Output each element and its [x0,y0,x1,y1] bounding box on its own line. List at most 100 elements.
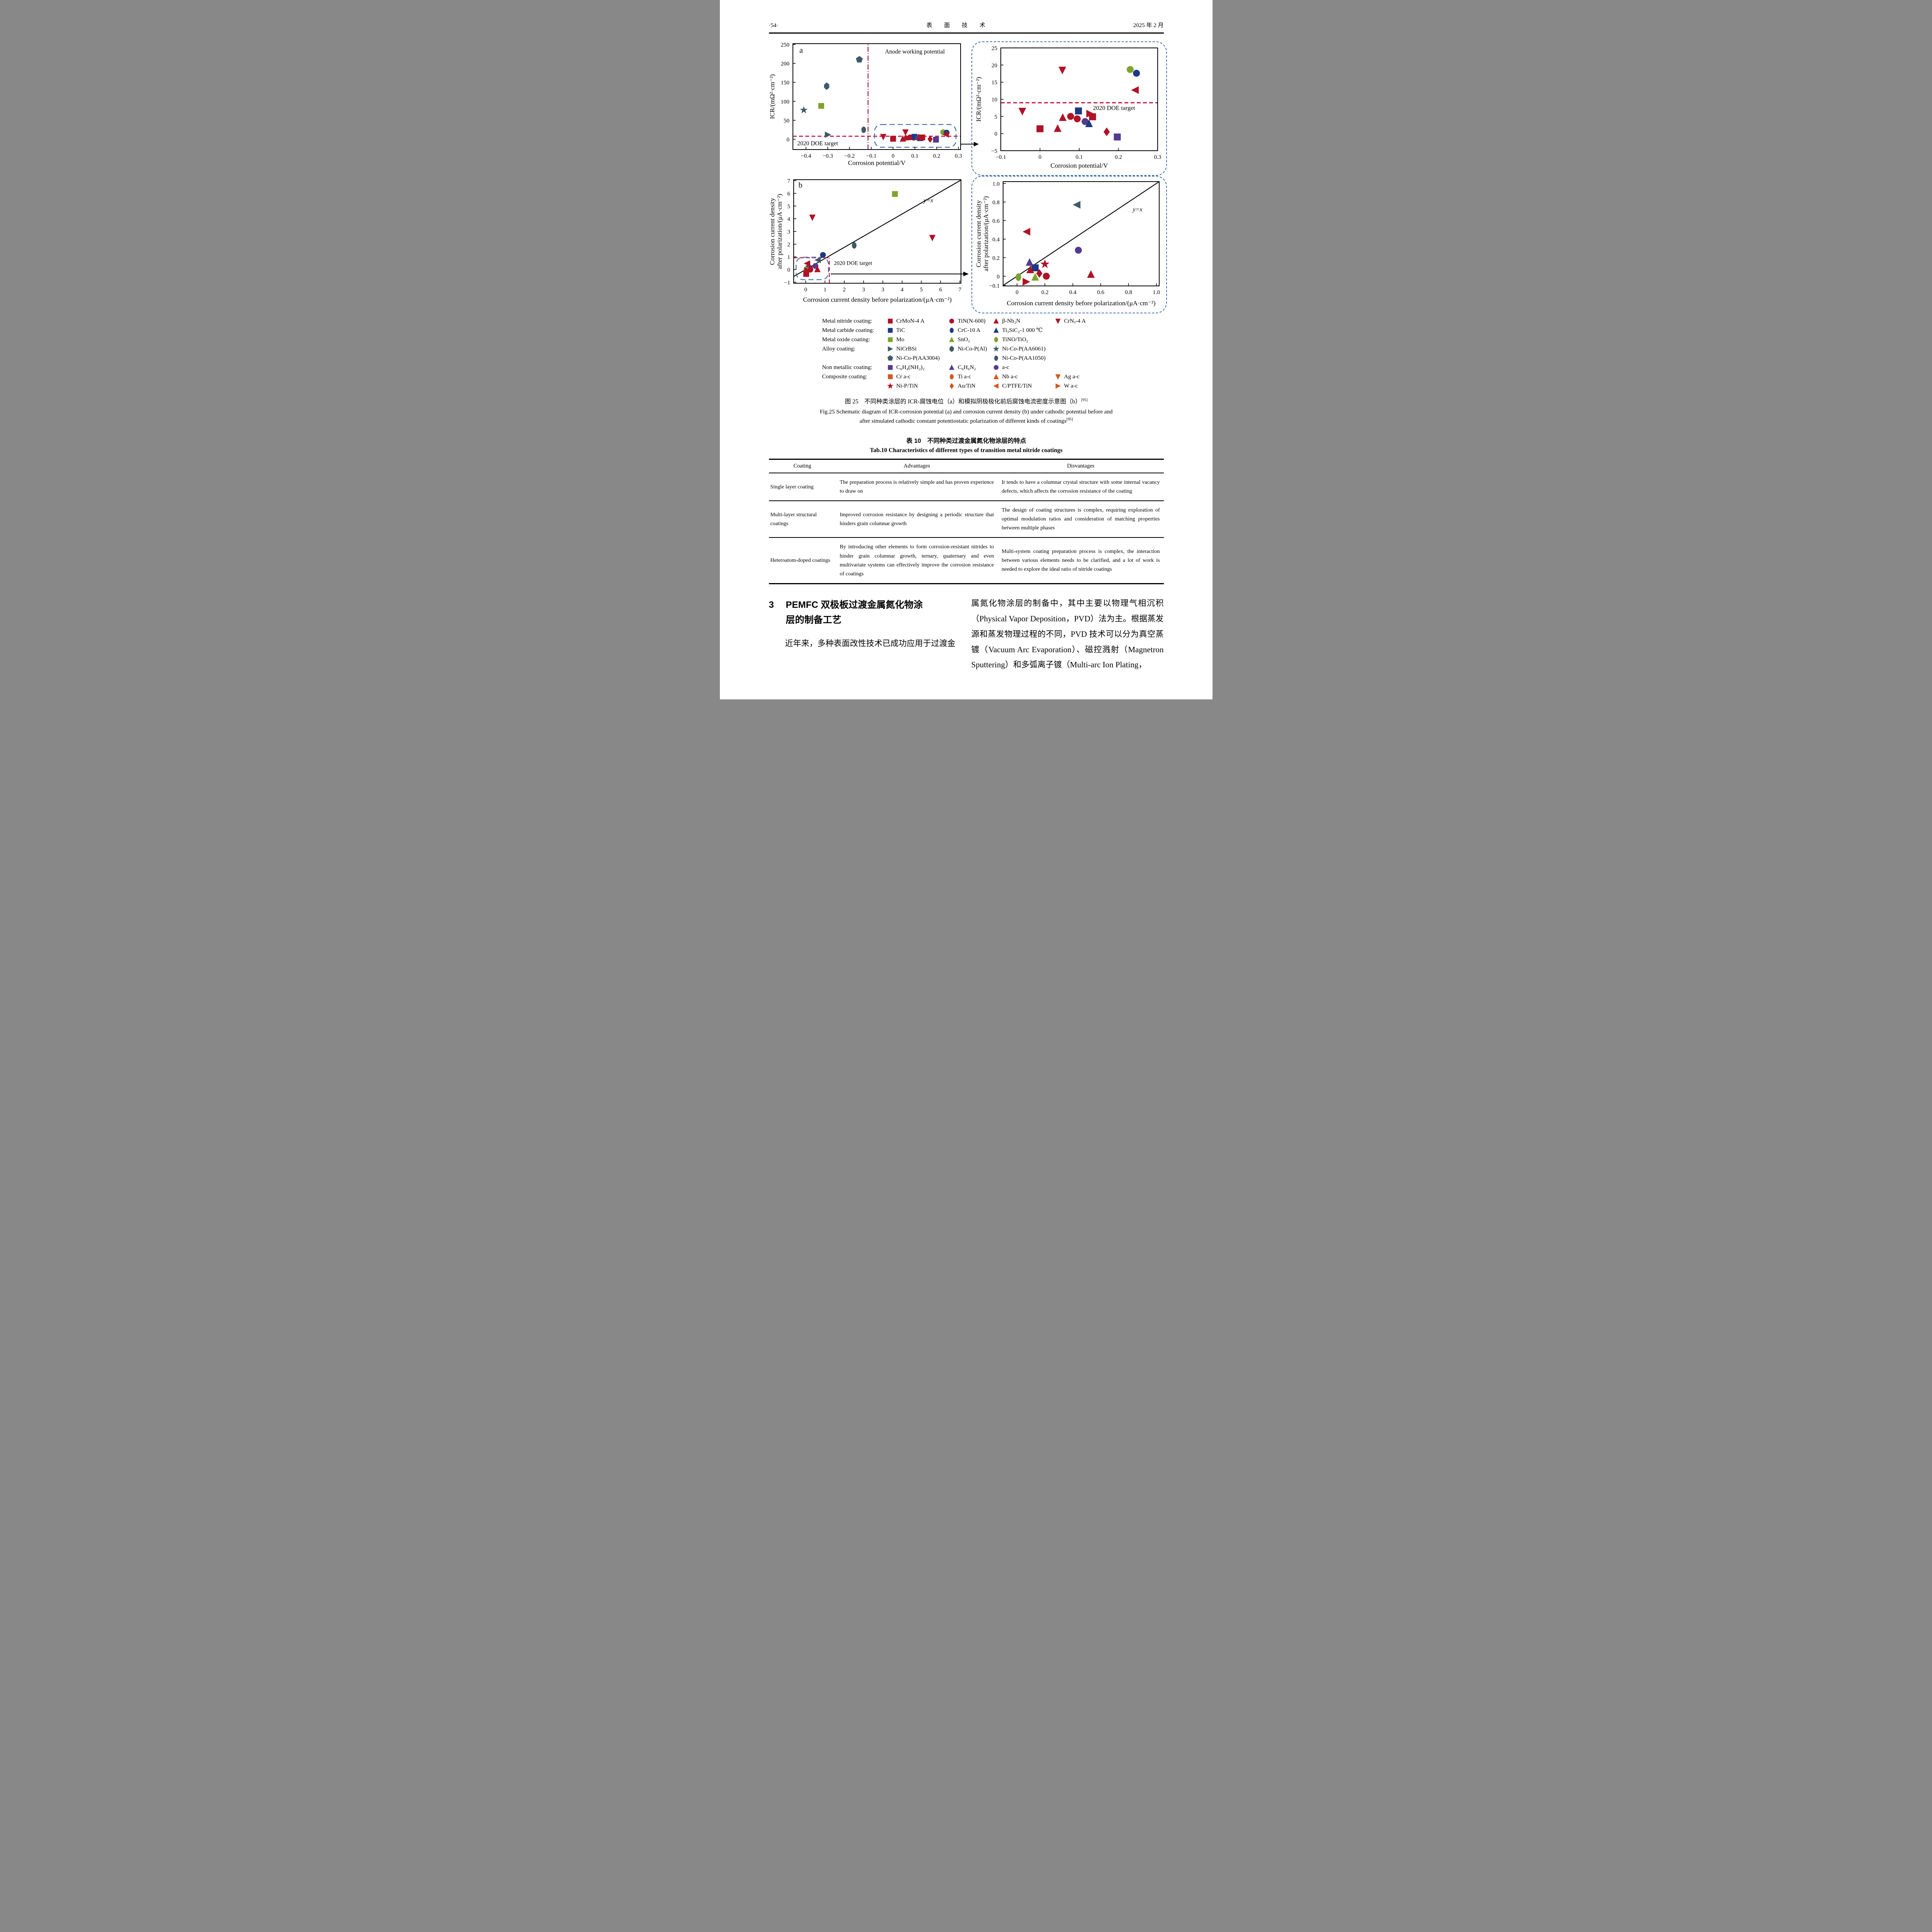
legend-item-label: CrC-10 A [957,327,981,333]
legend-item-label: a-c [1002,364,1009,371]
svg-text:0.8: 0.8 [1125,289,1132,296]
legend-marker-icon [993,327,999,333]
svg-text:3: 3 [862,287,865,293]
chart-b-zoom-panel: 0 0.2 0.4 0.6 0.8 1.0 −0.1 0 0.2 0.4 0.6 0.8 1.0 Corr… [971,176,1167,313]
table-column-header: Coating [769,459,836,473]
body-text-columns: 3 PEMFC 双极板过渡金属氮化物涂 层的制备工艺 近年来，多种表面改性技术已… [769,596,1164,681]
legend-marker-icon [993,365,998,370]
legend-item: C₆H₄(NH₂)₂ [886,363,948,372]
legend-item: Ti₃SiC₂-1 000 ℃ [992,326,1054,335]
table-cell-disadvantages: Multi-system coating preparation process… [998,537,1164,584]
legend-marker-icon [994,337,998,342]
svg-text:0.2: 0.2 [992,255,1000,261]
svg-text:0.3: 0.3 [955,153,962,159]
legend-item: Ag a-c [1054,372,1164,381]
svg-text:0.1: 0.1 [1075,154,1083,160]
legend-marker-icon [949,337,954,342]
svg-text:10: 10 [992,97,997,103]
svg-text:5: 5 [787,204,790,210]
characteristics-table: Coating Advantages Disvantages Single laye… [769,459,1164,584]
svg-text:Corrosion current density befo: Corrosion current density before polariz… [1007,299,1155,307]
svg-text:−5: −5 [991,148,997,155]
svg-text:0: 0 [787,267,790,273]
legend-item-label: CrNₓ-4 A [1064,318,1086,324]
svg-text:−1: −1 [784,280,790,286]
svg-text:after polarization/(μA·cm⁻²): after polarization/(μA·cm⁻²) [982,196,990,272]
legend-item: a-c [992,363,1054,372]
journal-page: ·54· 表 面 技 术 2025 年 2 月 −0.4 −0.3 −0.2 −0.1… [719,0,1213,700]
legend-item-label: Cr a-c [896,374,911,380]
legend-item-label: Ni-Co-P(AA1050) [1002,355,1046,361]
svg-text:−0.1: −0.1 [995,154,1006,160]
legend-item-label: C/PTFE/TiN [1002,383,1032,389]
table-row: Multi-layer structural coatings Improved … [769,500,1164,538]
svg-text:3: 3 [787,229,790,235]
legend-item-label: CrMoN-4 A [896,318,925,324]
legend-marker-icon [993,345,999,352]
svg-text:15: 15 [992,80,997,86]
legend-item: Ni-Co-P(AA3004) [886,354,948,363]
table-row: Heteroatom-doped coatings By introducing … [769,537,1164,584]
svg-text:50: 50 [784,118,789,124]
legend-marker-icon [888,318,893,324]
legend-item: β-Nb₂N [992,316,1054,326]
legend-item-label: Ti a-c [957,374,971,380]
legend-marker-icon [888,328,893,333]
legend-item-label: Mo [896,337,905,343]
legend-item-label: Ni-Co-P(AA6061) [1002,346,1046,352]
legend-item-label: Ni-Co-P(AA3004) [896,355,940,361]
legend-category-label: Non metallic coating: [822,364,872,371]
legend-category-label: Composite coating: [822,374,867,380]
legend-marker-icon [949,345,954,352]
legend-item-label: SnO₂ [957,337,970,343]
figure-25: −0.4 −0.3 −0.2 −0.1 0 0.1 0.2 0.3 0 50 100 150 200 25… [769,41,1167,314]
svg-text:0: 0 [891,153,895,159]
paragraph-right: 属氮化物涂层的制备中，其中主要以物理气相沉积（Physical Vapor De… [971,598,1164,670]
svg-text:6: 6 [787,191,790,197]
svg-text:0.4: 0.4 [992,236,1000,243]
table-cell-coating: Heteroatom-doped coatings [769,537,836,584]
legend-marker-icon [1055,383,1061,389]
legend-item-label: Ni-Co-P(Al) [957,346,987,352]
legend-category-label [822,381,886,391]
svg-text:1: 1 [823,287,827,293]
chart-a-zoom-panel: −0.1 0 0.1 0.2 0.3 −5 0 5 10 15 20 25 Corrosion pote… [971,41,1167,176]
legend-marker-icon [1055,318,1061,324]
table-title-en: Tab.10 Characteristics of different type… [870,447,1063,454]
svg-text:ICR/(mΩ²·cm⁻²): ICR/(mΩ²·cm⁻²) [769,74,776,119]
figure-caption-en: Fig.25 Schematic diagram of ICR-corrosio… [820,409,1113,424]
svg-text:2: 2 [787,242,790,248]
svg-text:25: 25 [992,46,997,52]
svg-text:6: 6 [939,287,942,293]
right-column: 属氮化物涂层的制备中，其中主要以物理气相沉积（Physical Vapor De… [971,596,1164,681]
issue-date: 2025 年 2 月 [1133,22,1164,29]
figure-caption-cn: 图 25 不同种类涂层的 ICR-腐蚀电位（a）和模拟阴极极化前后腐蚀电流密度示… [845,398,1088,405]
svg-text:200: 200 [781,61,789,67]
legend-marker-icon [993,383,998,389]
svg-text:7: 7 [787,178,790,184]
svg-text:Corrosion potential/V: Corrosion potential/V [1050,162,1108,169]
table-column-header: Disvantages [998,459,1164,473]
svg-text:y=x: y=x [923,197,933,204]
legend-marker-icon [887,355,893,361]
legend-item: Mo [886,335,948,344]
section-number: 3 [769,599,774,610]
svg-text:y=x: y=x [1132,206,1142,213]
svg-text:0.1: 0.1 [911,153,918,159]
chart-a-icr-vs-potential: −0.4 −0.3 −0.2 −0.1 0 0.1 0.2 0.3 0 50 100 150 200 25… [769,41,964,171]
journal-title: 表 面 技 术 [926,22,991,29]
svg-text:0.6: 0.6 [1097,289,1104,296]
reference-mark: [95] [1081,398,1088,402]
legend-item-label: TiC [896,327,905,333]
legend-marker-icon [888,346,893,352]
svg-text:150: 150 [781,80,789,86]
section-heading: 3 PEMFC 双极板过渡金属氮化物涂 层的制备工艺 [769,597,961,628]
legend-marker-icon [949,318,954,324]
table-cell-advantages: Improved corrosion resistance by designi… [836,500,998,538]
svg-text:Corrosion current density: Corrosion current density [975,200,982,267]
svg-text:b: b [798,181,802,190]
table-cell-disadvantages: It tends to have a columnar crystal stru… [1002,480,1160,495]
legend-marker-icon [888,374,893,379]
legend-item: C₆H₆N₂ [948,363,992,372]
legend-marker-icon [888,365,893,370]
